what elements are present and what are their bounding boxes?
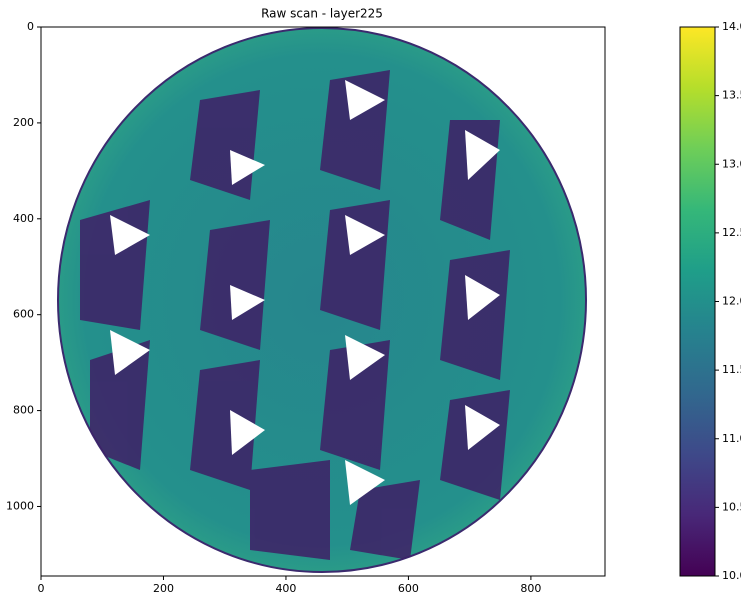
colorbar [680,27,715,576]
colorbar-tick-label: 12.0 [722,295,741,308]
y-tick-label: 600 [13,308,34,321]
scan-image [58,28,586,572]
chart-title: Raw scan - layer225 [261,7,383,21]
x-tick-label: 600 [398,582,419,595]
colorbar-tick-label: 10.0 [722,569,741,582]
colorbar-tick-label: 10.5 [722,500,741,513]
y-tick-label: 200 [13,116,34,129]
x-tick-label: 800 [520,582,541,595]
x-tick-label: 400 [275,582,296,595]
y-tick-label: 400 [13,212,34,225]
colorbar-tick-label: 13.5 [722,89,741,102]
x-tick-label: 200 [153,582,174,595]
y-tick-label: 1000 [6,499,34,512]
colorbar-tick-label: 11.0 [722,432,741,445]
colorbar-tick-label: 11.5 [722,363,741,376]
colorbar-tick-label: 14.0 [722,20,741,33]
chart: Raw scan - layer225 [0,0,741,598]
y-tick-label: 0 [27,20,34,33]
colorbar-tick-label: 13.0 [722,157,741,170]
colorbar-tick-label: 12.5 [722,226,741,239]
x-tick-label: 0 [38,582,45,595]
y-tick-label: 800 [13,404,34,417]
